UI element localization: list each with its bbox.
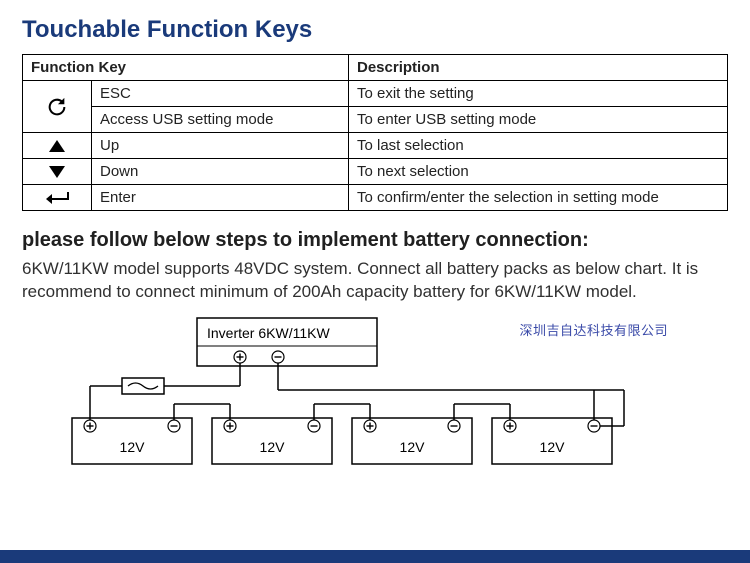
watermark-text: 深圳吉自达科技有限公司 [519,320,668,339]
steps-body: 6KW/11KW model supports 48VDC system. Co… [22,258,728,304]
fkey-label: Access USB setting mode [92,107,349,133]
refresh-icon [23,81,92,133]
svg-text:12V: 12V [400,439,426,455]
arrow-down-icon [23,159,92,185]
fkey-desc: To enter USB setting mode [349,107,728,133]
battery-diagram: 深圳吉自达科技有限公司 Inverter 6KW/11KW 12V 12V 12V 12… [22,314,728,484]
fkey-desc: To exit the setting [349,81,728,107]
table-row: Up To last selection [23,133,728,159]
fkey-desc: To confirm/enter the selection in settin… [349,185,728,211]
fkey-label: Down [92,159,349,185]
table-row: ESC To exit the setting [23,81,728,107]
svg-text:12V: 12V [120,439,146,455]
function-key-table: Function Key Description ESC To exit the… [22,54,728,211]
steps-heading: please follow below steps to implement b… [22,229,728,252]
svg-text:12V: 12V [540,439,566,455]
arrow-up-icon [23,133,92,159]
table-row: Down To next selection [23,159,728,185]
fkey-label: Up [92,133,349,159]
page-title: Touchable Function Keys [22,16,728,44]
fkey-label: Enter [92,185,349,211]
footer-bar [0,550,750,563]
svg-text:12V: 12V [260,439,286,455]
th-function-key: Function Key [23,55,349,81]
th-description: Description [349,55,728,81]
svg-text:Inverter 6KW/11KW: Inverter 6KW/11KW [207,325,330,341]
fkey-desc: To next selection [349,159,728,185]
diagram-svg: Inverter 6KW/11KW 12V 12V 12V 12V [22,314,728,484]
table-row: Access USB setting mode To enter USB set… [23,107,728,133]
table-row: Enter To confirm/enter the selection in … [23,185,728,211]
enter-icon [23,185,92,211]
fkey-label: ESC [92,81,349,107]
fkey-desc: To last selection [349,133,728,159]
